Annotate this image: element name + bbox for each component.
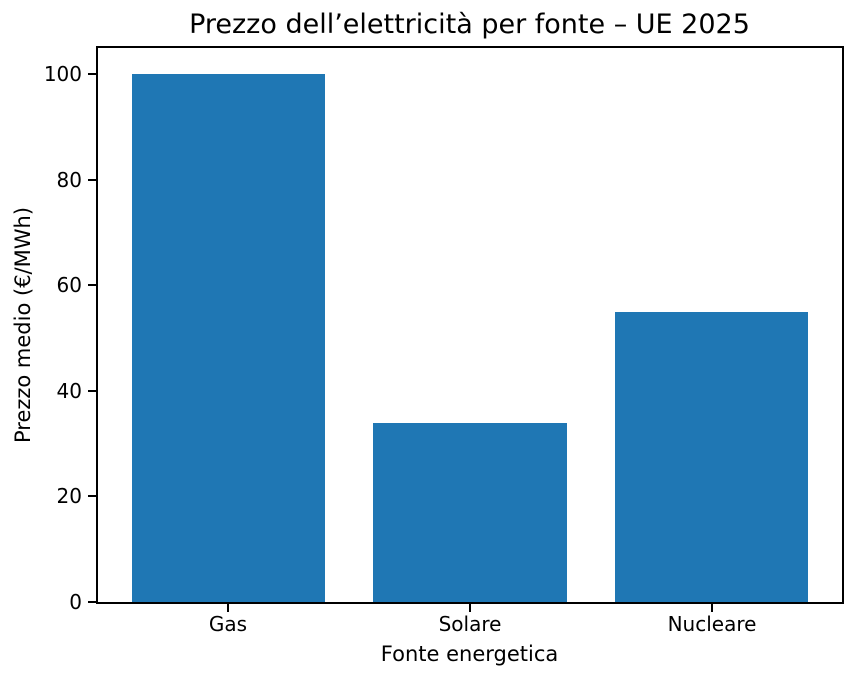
y-tick-label-100: 100 <box>43 62 82 86</box>
y-tick-40 <box>88 390 96 392</box>
y-tick-label-20: 20 <box>56 484 82 508</box>
plot-area <box>96 46 844 604</box>
x-tick-0 <box>227 604 229 612</box>
x-tick-2 <box>711 604 713 612</box>
y-tick-0 <box>88 601 96 603</box>
x-tick-label-0: Gas <box>208 612 248 636</box>
bar-nucleare <box>614 311 809 602</box>
bar-solare <box>373 422 567 602</box>
y-tick-60 <box>88 284 96 286</box>
y-tick-80 <box>88 179 96 181</box>
chart-title: Prezzo dell’elettricità per fonte – UE 2… <box>189 9 750 40</box>
x-tick-label-2: Nucleare <box>667 612 757 636</box>
y-tick-label-80: 80 <box>56 168 82 192</box>
y-tick-label-0: 0 <box>69 590 82 614</box>
y-tick-label-60: 60 <box>56 273 82 297</box>
y-axis-label: Prezzo medio (€/MWh) <box>11 206 35 444</box>
y-tick-100 <box>88 73 96 75</box>
x-axis-label: Fonte energetica <box>380 642 559 666</box>
bar-gas <box>131 74 325 602</box>
x-tick-label-1: Solare <box>438 612 502 636</box>
x-tick-1 <box>469 604 471 612</box>
y-tick-20 <box>88 495 96 497</box>
y-tick-label-40: 40 <box>56 379 82 403</box>
